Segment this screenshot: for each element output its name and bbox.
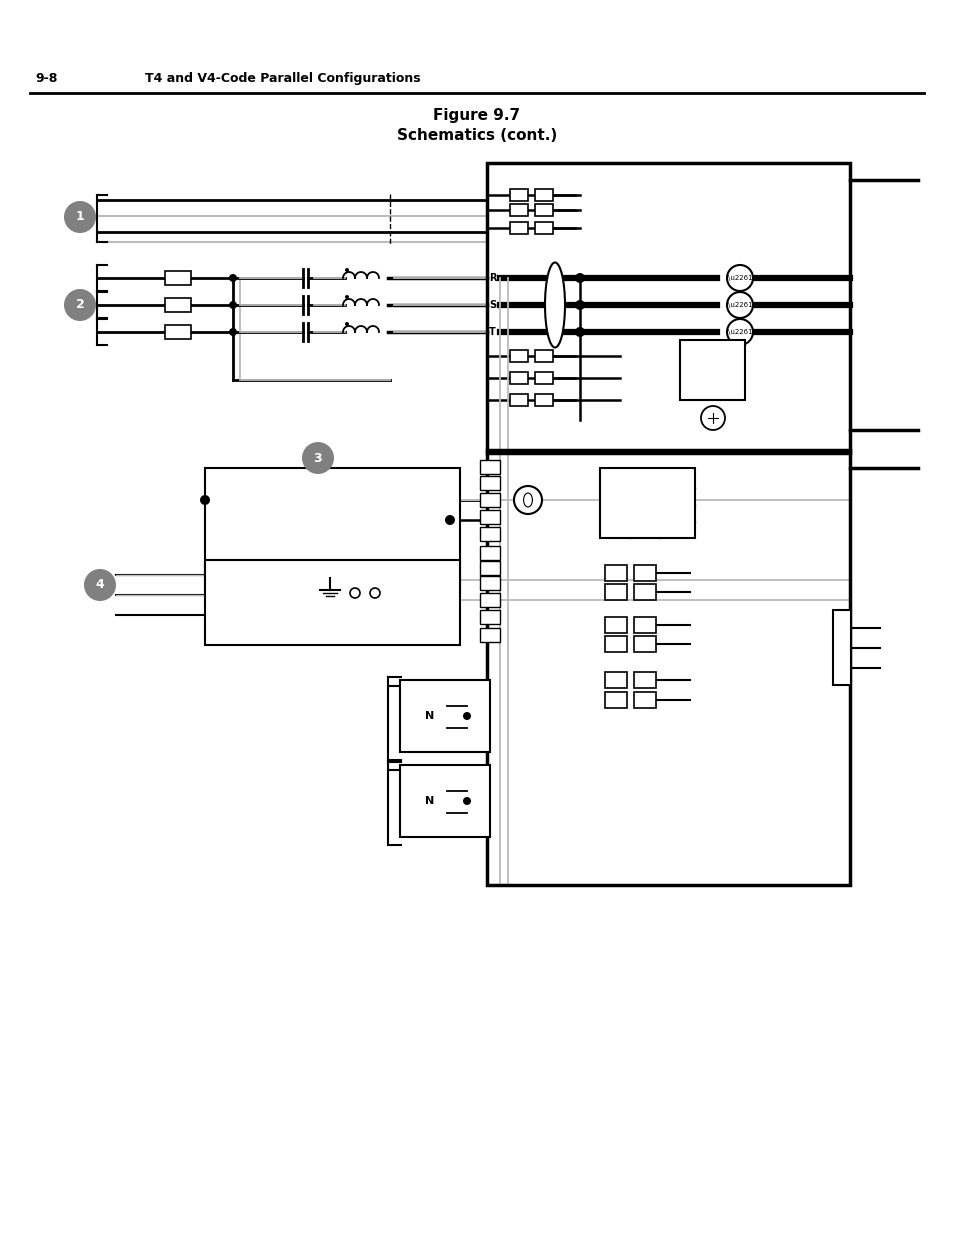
Circle shape <box>64 201 96 233</box>
Text: Figure 9.7: Figure 9.7 <box>433 107 520 124</box>
Circle shape <box>370 588 379 598</box>
Circle shape <box>575 273 584 283</box>
Bar <box>479 593 499 606</box>
Text: 2: 2 <box>75 299 84 311</box>
Circle shape <box>200 495 210 505</box>
Bar <box>604 692 626 708</box>
Bar <box>510 189 527 201</box>
Bar <box>479 493 499 508</box>
Bar <box>634 584 656 600</box>
Bar <box>599 468 695 538</box>
Circle shape <box>726 291 752 317</box>
Circle shape <box>575 327 584 337</box>
Circle shape <box>64 289 96 321</box>
Bar <box>604 584 626 600</box>
Bar <box>399 680 490 752</box>
Circle shape <box>345 268 349 272</box>
Bar <box>510 222 527 233</box>
Circle shape <box>462 797 471 805</box>
Bar <box>486 163 849 453</box>
Circle shape <box>345 295 349 299</box>
Bar <box>510 204 527 216</box>
Bar <box>479 629 499 642</box>
Text: \u2261: \u2261 <box>727 329 752 335</box>
Bar <box>832 610 850 685</box>
Bar <box>479 475 499 490</box>
Circle shape <box>462 713 471 720</box>
Bar <box>479 561 499 576</box>
Circle shape <box>726 266 752 291</box>
Bar <box>535 204 553 216</box>
Circle shape <box>229 274 236 282</box>
Bar <box>479 576 499 590</box>
Bar <box>479 546 499 559</box>
Text: 9-8: 9-8 <box>35 72 57 85</box>
Bar <box>634 692 656 708</box>
Text: T: T <box>489 327 496 337</box>
Bar <box>399 764 490 837</box>
Text: 3: 3 <box>314 452 322 464</box>
Ellipse shape <box>544 263 564 347</box>
Bar <box>510 350 527 362</box>
Bar <box>165 270 191 285</box>
Circle shape <box>84 569 116 601</box>
Bar <box>510 394 527 406</box>
Bar <box>479 527 499 541</box>
Circle shape <box>229 329 236 336</box>
Bar <box>604 636 626 652</box>
Circle shape <box>350 588 359 598</box>
Text: 1: 1 <box>75 210 84 224</box>
Bar <box>205 559 459 645</box>
Bar <box>634 618 656 634</box>
Circle shape <box>302 442 334 474</box>
Bar <box>604 564 626 580</box>
Circle shape <box>575 300 584 310</box>
Text: R: R <box>489 273 496 283</box>
Bar <box>604 672 626 688</box>
Text: Schematics (cont.): Schematics (cont.) <box>396 128 557 143</box>
Circle shape <box>444 515 455 525</box>
Text: \u2261: \u2261 <box>727 303 752 308</box>
Text: T4 and V4-Code Parallel Configurations: T4 and V4-Code Parallel Configurations <box>145 72 420 85</box>
Bar <box>679 340 744 400</box>
Text: S: S <box>489 300 496 310</box>
Bar <box>535 222 553 233</box>
Circle shape <box>700 406 724 430</box>
Circle shape <box>229 301 236 309</box>
Text: N: N <box>425 711 435 721</box>
Bar <box>634 672 656 688</box>
Bar <box>510 372 527 384</box>
Bar <box>165 325 191 338</box>
Circle shape <box>345 322 349 326</box>
Bar <box>486 450 849 885</box>
Circle shape <box>514 487 541 514</box>
Text: \u2261: \u2261 <box>727 275 752 282</box>
Bar <box>535 372 553 384</box>
Bar <box>535 350 553 362</box>
Text: 4: 4 <box>95 578 104 592</box>
Bar <box>479 510 499 524</box>
Circle shape <box>726 319 752 345</box>
Bar <box>634 564 656 580</box>
Bar <box>604 618 626 634</box>
Text: N: N <box>425 797 435 806</box>
Bar <box>479 610 499 624</box>
Bar <box>479 459 499 474</box>
Bar <box>535 189 553 201</box>
Bar <box>634 636 656 652</box>
Bar <box>205 468 459 593</box>
Bar <box>165 298 191 312</box>
Bar <box>535 394 553 406</box>
